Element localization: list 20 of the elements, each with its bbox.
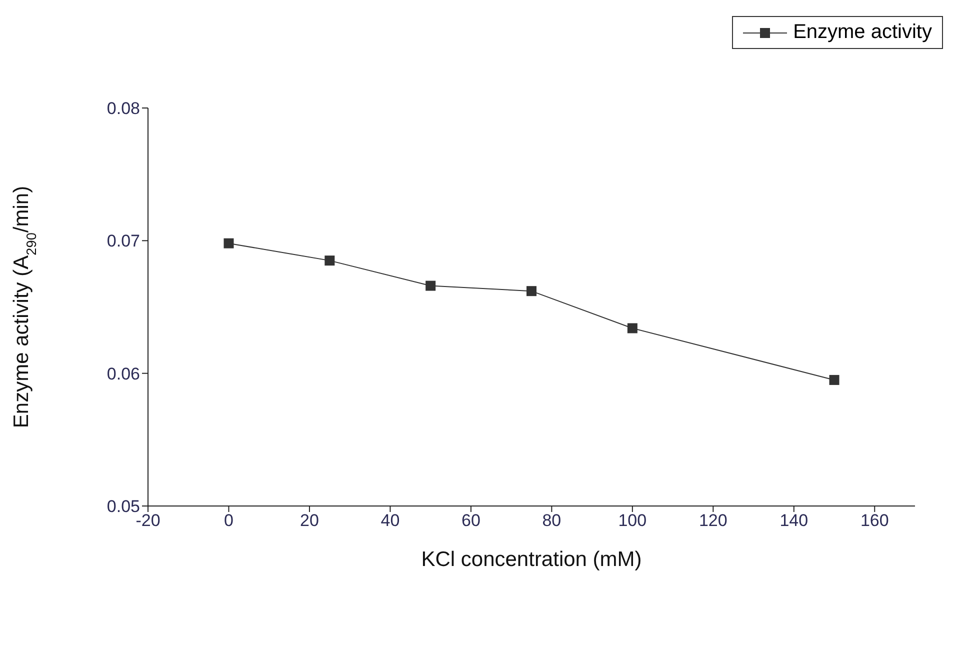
x-tick-label: 0: [224, 511, 234, 530]
y-tick-label: 0.06: [106, 364, 140, 384]
x-tick-label: 140: [780, 511, 808, 530]
point: [224, 238, 234, 248]
y-tick-label: 0.07: [106, 232, 140, 251]
x-tick-label: 20: [300, 511, 319, 530]
point: [627, 323, 638, 334]
x-tick-label: 80: [542, 511, 562, 530]
x-tick-label: 40: [380, 511, 400, 530]
point: [829, 374, 840, 385]
x-axis-title: KCl concentration (mM): [421, 548, 642, 571]
x-tick-label: 120: [698, 511, 728, 530]
y-tick-label: 0.08: [106, 99, 140, 118]
x-tick-label: 160: [860, 511, 889, 530]
x-tick-label: 60: [461, 511, 480, 530]
point: [526, 286, 536, 296]
x-tick-label: 100: [618, 511, 647, 530]
legend-label: Enzyme activity: [793, 21, 932, 44]
point: [426, 280, 436, 291]
point: [324, 256, 335, 266]
